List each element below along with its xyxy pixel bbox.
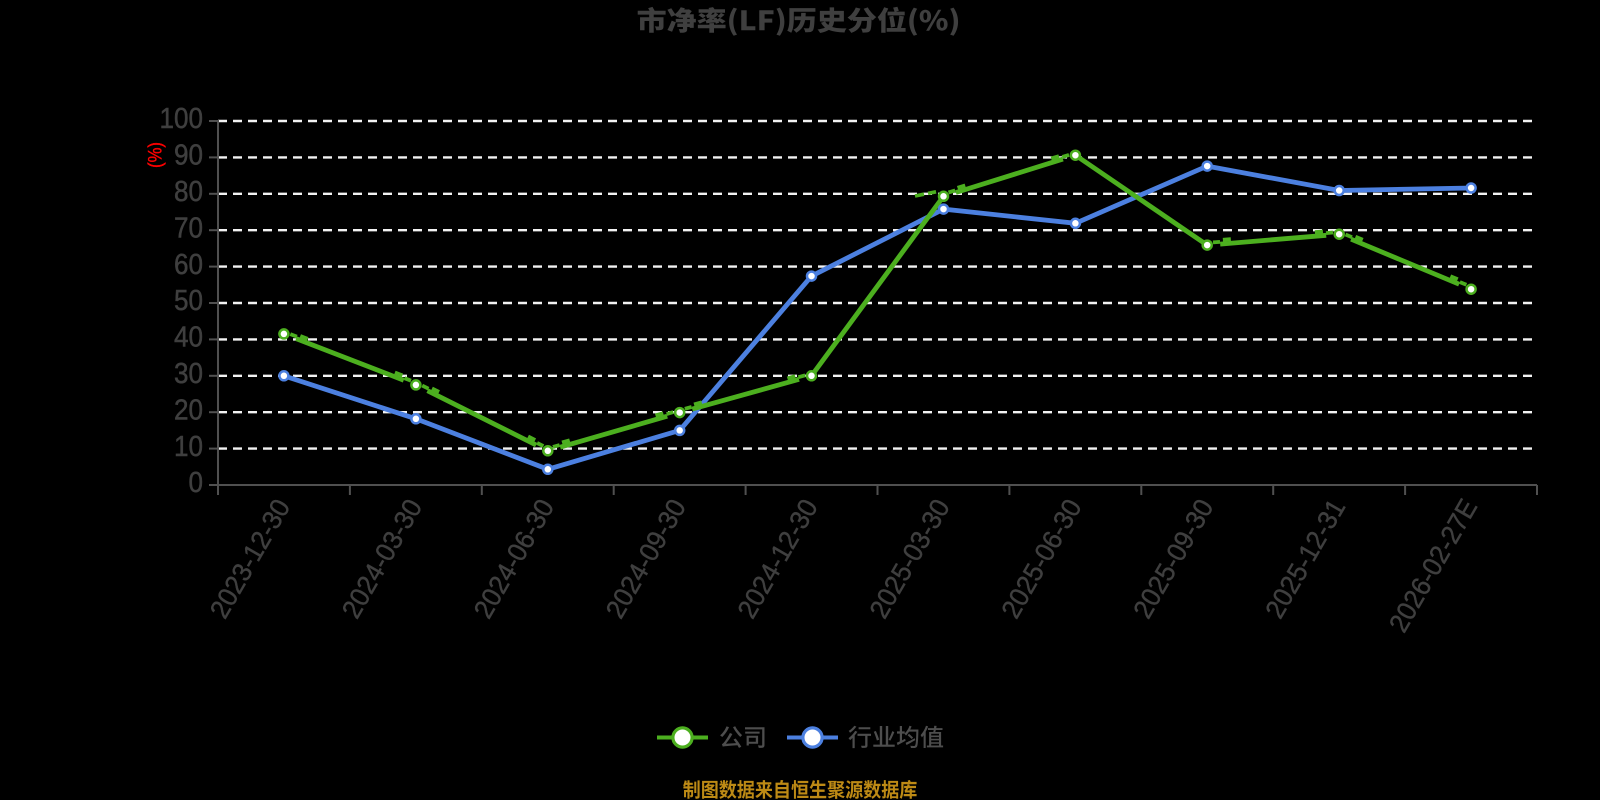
- svg-text:90: 90: [174, 140, 203, 172]
- svg-text:30: 30: [174, 358, 203, 390]
- svg-text:(%): (%): [146, 142, 167, 168]
- svg-text:100: 100: [160, 103, 204, 135]
- svg-text:60: 60: [174, 249, 203, 281]
- svg-text:40: 40: [174, 322, 203, 354]
- svg-text:10: 10: [174, 431, 203, 463]
- svg-text:20: 20: [174, 394, 203, 426]
- svg-text:70: 70: [174, 212, 203, 244]
- svg-text:80: 80: [174, 176, 203, 208]
- svg-text:0: 0: [189, 467, 204, 499]
- svg-text:50: 50: [174, 285, 203, 317]
